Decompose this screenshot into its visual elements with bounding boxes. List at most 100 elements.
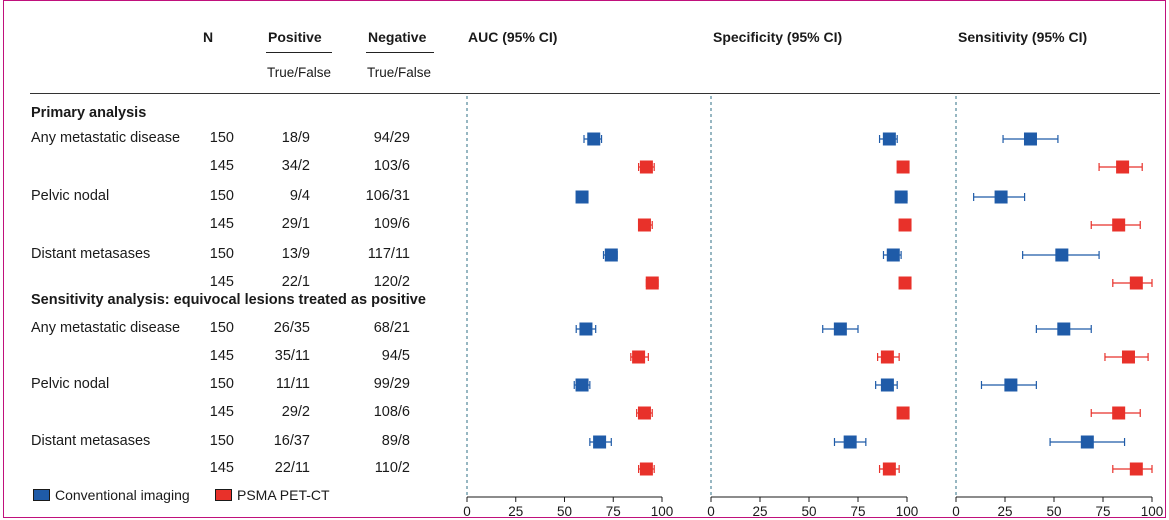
row-positive: 22/11 [274, 460, 310, 476]
row-n: 145 [209, 404, 234, 420]
header-positive-sub: True/False [267, 65, 332, 80]
point-estimate-conventional [894, 190, 908, 204]
point-estimate-conventional [843, 435, 857, 449]
legend-label-conventional: Conventional imaging [55, 487, 190, 503]
point-estimate-psma [882, 462, 896, 476]
point-estimate-psma [896, 160, 910, 174]
point-estimate-conventional [833, 322, 847, 336]
row-positive: 29/1 [281, 216, 310, 232]
x-tick-label-auc: 75 [606, 504, 621, 519]
row-n: 150 [209, 246, 234, 262]
point-estimate-conventional [1057, 322, 1071, 336]
row-negative: 103/6 [373, 158, 410, 174]
x-tick-label-sensitivity: 25 [997, 504, 1012, 519]
row-label: Pelvic nodal [31, 188, 110, 204]
row-negative: 99/29 [373, 376, 410, 392]
row-negative: 110/2 [374, 460, 410, 476]
row-n: 145 [209, 274, 234, 290]
row-negative: 94/29 [373, 130, 410, 146]
row-negative: 94/5 [381, 348, 410, 364]
point-estimate-conventional [886, 248, 900, 262]
point-estimate-psma [639, 160, 653, 174]
point-estimate-psma [639, 462, 653, 476]
row-n: 150 [209, 320, 234, 336]
row-positive: 9/4 [289, 188, 310, 204]
row-n: 145 [209, 216, 234, 232]
row-negative: 109/6 [373, 216, 410, 232]
row-positive: 26/35 [273, 320, 310, 336]
point-estimate-psma [637, 218, 651, 232]
row-n: 150 [209, 130, 234, 146]
point-estimate-psma [1116, 160, 1130, 174]
figure-frame [3, 0, 1166, 518]
point-estimate-conventional [1080, 435, 1094, 449]
point-estimate-conventional [1004, 378, 1018, 392]
x-tick-label-sensitivity: 50 [1046, 504, 1061, 519]
header-divider [30, 93, 1160, 94]
x-tick-label-auc: 25 [508, 504, 523, 519]
point-estimate-psma [898, 218, 912, 232]
point-estimate-conventional [1023, 132, 1037, 146]
point-estimate-conventional [575, 190, 589, 204]
point-estimate-psma [1129, 462, 1143, 476]
point-estimate-psma [632, 350, 646, 364]
panel-title-specificity: Specificity (95% CI) [713, 29, 843, 45]
point-estimate-conventional [593, 435, 607, 449]
panel-title-sensitivity: Sensitivity (95% CI) [958, 29, 1088, 45]
row-n: 150 [209, 433, 234, 449]
point-estimate-psma [896, 406, 910, 420]
point-estimate-conventional [882, 132, 896, 146]
row-n: 150 [209, 188, 234, 204]
point-estimate-psma [1112, 406, 1126, 420]
row-negative: 68/21 [373, 320, 410, 336]
x-tick-label-specificity: 100 [896, 504, 919, 519]
header-positive: Positive [268, 29, 322, 45]
header-negative-sub: True/False [367, 65, 432, 80]
row-n: 145 [209, 348, 234, 364]
row-negative: 106/31 [365, 188, 410, 204]
point-estimate-psma [1121, 350, 1135, 364]
point-estimate-psma [898, 276, 912, 290]
row-label: Pelvic nodal [31, 376, 110, 392]
row-positive: 29/2 [281, 404, 310, 420]
x-tick-label-sensitivity: 100 [1141, 504, 1164, 519]
row-positive: 22/1 [281, 274, 310, 290]
row-negative: 89/8 [381, 433, 410, 449]
row-n: 150 [209, 376, 234, 392]
point-estimate-conventional [587, 132, 601, 146]
row-negative: 108/6 [373, 404, 410, 420]
x-tick-label-sensitivity: 75 [1095, 504, 1110, 519]
row-positive: 11/11 [275, 376, 310, 392]
section-sensitivity: Sensitivity analysis: equivocal lesions … [31, 292, 426, 308]
point-estimate-conventional [994, 190, 1008, 204]
point-estimate-psma [1112, 218, 1126, 232]
panel-title-auc: AUC (95% CI) [468, 29, 558, 45]
row-label: Any metastatic disease [31, 320, 181, 336]
row-label: Distant metasases [31, 433, 151, 449]
x-tick-label-specificity: 50 [801, 504, 816, 519]
point-estimate-conventional [579, 322, 593, 336]
x-tick-label-auc: 50 [557, 504, 572, 519]
legend-label-psma: PSMA PET-CT [237, 487, 330, 503]
point-estimate-psma [645, 276, 659, 290]
positive-rule [266, 52, 332, 53]
row-positive: 35/11 [274, 348, 310, 364]
row-positive: 16/37 [273, 433, 310, 449]
row-negative: 120/2 [373, 274, 410, 290]
point-estimate-psma [1129, 276, 1143, 290]
legend-swatch-conventional [33, 489, 50, 501]
point-estimate-conventional [604, 248, 618, 262]
row-negative: 117/11 [367, 246, 410, 262]
negative-rule [366, 52, 434, 53]
row-n: 145 [209, 158, 234, 174]
point-estimate-conventional [1055, 248, 1069, 262]
legend-swatch-psma [215, 489, 232, 501]
x-tick-label-specificity: 75 [850, 504, 865, 519]
point-estimate-conventional [575, 378, 589, 392]
x-tick-label-specificity: 25 [752, 504, 767, 519]
header-n: N [203, 29, 214, 45]
x-tick-label-auc: 100 [651, 504, 674, 519]
x-tick-label-sensitivity: 0 [952, 504, 960, 519]
point-estimate-conventional [880, 378, 894, 392]
